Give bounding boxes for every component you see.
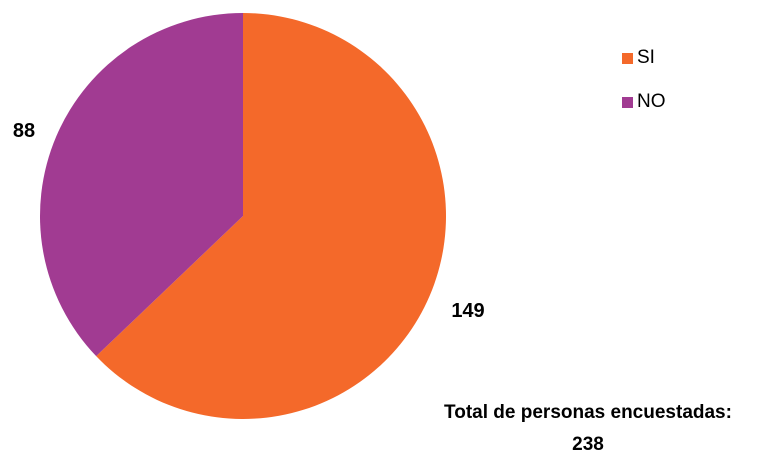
- legend-swatch-si: [622, 52, 633, 64]
- total-label: Total de personas encuestadas:: [444, 402, 732, 423]
- data-label-no: 88: [13, 120, 35, 142]
- legend-item-no: NO: [622, 90, 666, 114]
- total-annotation: Total de personas encuestadas: 238: [408, 397, 768, 461]
- total-value: 238: [572, 434, 604, 455]
- legend-label-no: NO: [637, 91, 666, 112]
- pie-slice-si: [96, 13, 447, 419]
- legend-item-si: SI: [622, 46, 666, 70]
- pie-slices: [40, 13, 447, 419]
- data-labels: 149 88: [13, 120, 485, 322]
- legend-swatch-no: [622, 96, 633, 108]
- data-label-si: 149: [451, 300, 484, 322]
- legend-label-si: SI: [637, 47, 655, 68]
- pie-chart: 149 88: [13, 13, 485, 419]
- pie-slice-no: [40, 13, 243, 357]
- legend: SI NO: [622, 46, 666, 134]
